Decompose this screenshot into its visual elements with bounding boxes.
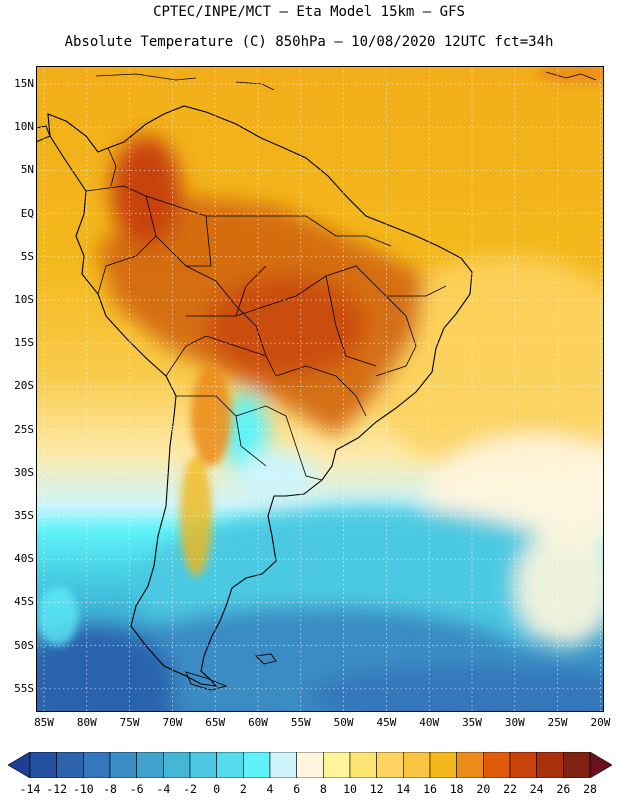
color-scale bbox=[8, 752, 612, 778]
color-scale-label: -2 bbox=[183, 782, 197, 796]
color-scale-swatch bbox=[483, 752, 511, 778]
color-scale-label: 0 bbox=[213, 782, 221, 796]
color-scale-label: 10 bbox=[343, 782, 357, 796]
color-scale-label: 14 bbox=[396, 782, 411, 796]
color-scale-label: 22 bbox=[503, 782, 517, 796]
color-scale-label: 28 bbox=[583, 782, 597, 796]
longitude-label: 45W bbox=[376, 716, 397, 729]
color-scale-swatch bbox=[509, 752, 537, 778]
latitude-label: 40S bbox=[14, 552, 34, 566]
color-scale-swatch bbox=[323, 752, 351, 778]
latitude-label: 55S bbox=[14, 681, 34, 695]
longitude-label: 85W bbox=[34, 716, 54, 729]
color-scale-label: 12 bbox=[369, 782, 384, 796]
tierra-del-fuego bbox=[185, 671, 228, 691]
color-scale-max-arrow bbox=[589, 752, 612, 778]
color-scale-swatch bbox=[243, 752, 271, 778]
color-scale-label: -10 bbox=[72, 782, 94, 796]
color-scale-label: 20 bbox=[476, 782, 491, 796]
temperature-map bbox=[36, 66, 604, 712]
latitude-label: 15S bbox=[14, 336, 34, 350]
map-title: CPTEC/INPE/MCT – Eta Model 15km – GFS bbox=[153, 4, 465, 20]
longitude-label: 55W bbox=[290, 716, 311, 729]
color-scale-label: 16 bbox=[423, 782, 437, 796]
color-scale-label: 6 bbox=[293, 782, 301, 796]
color-scale-swatch bbox=[83, 752, 111, 778]
color-scale-swatch bbox=[269, 752, 297, 778]
color-scale-swatch bbox=[429, 752, 457, 778]
color-scale-swatch bbox=[349, 752, 377, 778]
latitude-label: 50S bbox=[14, 638, 34, 652]
latitude-label: 5N bbox=[20, 163, 34, 177]
caribbean-islands bbox=[95, 73, 197, 81]
color-scale-label: -6 bbox=[129, 782, 144, 796]
country-borders bbox=[85, 147, 447, 481]
color-scale-label: -4 bbox=[156, 782, 171, 796]
longitude-label: 30W bbox=[504, 716, 525, 729]
color-scale-swatch bbox=[136, 752, 164, 778]
latitude-label: 10N bbox=[14, 120, 34, 134]
color-scale-label: -12 bbox=[46, 782, 68, 796]
latitude-label: 10S bbox=[14, 293, 34, 306]
map-canvas bbox=[36, 66, 604, 712]
longitude-label: 50W bbox=[333, 716, 354, 729]
longitude-label: 75W bbox=[119, 716, 140, 729]
longitude-label: 35W bbox=[462, 716, 482, 729]
color-scale-swatch bbox=[456, 752, 484, 778]
latitude-label: 5S bbox=[20, 249, 34, 263]
latitude-label: 25S bbox=[14, 422, 34, 436]
temperature-field bbox=[36, 136, 604, 712]
color-scale-label: 2 bbox=[239, 782, 247, 796]
color-scale-swatch bbox=[29, 752, 57, 778]
latitude-label: 30S bbox=[14, 465, 34, 479]
latitude-label: 45S bbox=[14, 595, 34, 609]
color-scale-swatch bbox=[403, 752, 431, 778]
longitude-label: 40W bbox=[419, 716, 440, 729]
color-scale-swatch bbox=[216, 752, 244, 778]
color-scale-swatch bbox=[163, 752, 191, 778]
color-scale-label: -14 bbox=[19, 782, 41, 796]
color-scale-swatch bbox=[296, 752, 324, 778]
south-america-coastline bbox=[47, 105, 473, 687]
color-scale-swatch bbox=[376, 752, 404, 778]
longitude-label: 70W bbox=[162, 716, 183, 729]
color-scale-label: 18 bbox=[449, 782, 464, 796]
color-scale-swatch bbox=[189, 752, 217, 778]
color-scale-swatch bbox=[536, 752, 564, 778]
graticule bbox=[36, 66, 604, 712]
color-scale-label: -8 bbox=[103, 782, 117, 796]
longitude-label: 80W bbox=[76, 716, 97, 729]
latitude-label: EQ bbox=[20, 206, 34, 220]
latitude-label: 15N bbox=[14, 77, 34, 90]
longitude-label: 20W bbox=[590, 716, 611, 729]
color-scale-label: 24 bbox=[529, 782, 544, 796]
longitude-label: 25W bbox=[547, 716, 568, 729]
map-subtitle: Absolute Temperature (C) 850hPa – 10/08/… bbox=[64, 34, 554, 50]
color-scale-swatch bbox=[109, 752, 137, 778]
color-scale-label: 4 bbox=[266, 782, 274, 796]
color-scale-min-arrow bbox=[8, 752, 31, 778]
latitude-label: 35S bbox=[14, 509, 34, 522]
color-scale-label: 8 bbox=[319, 782, 327, 796]
color-scale-swatch bbox=[563, 752, 591, 778]
falkland-islands bbox=[255, 653, 277, 665]
color-scale-swatch bbox=[56, 752, 84, 778]
longitude-label: 60W bbox=[248, 716, 268, 729]
map-frame bbox=[36, 66, 604, 712]
color-scale-label: 26 bbox=[556, 782, 571, 796]
longitude-label: 65W bbox=[205, 716, 226, 729]
latitude-label: 20S bbox=[14, 379, 34, 393]
